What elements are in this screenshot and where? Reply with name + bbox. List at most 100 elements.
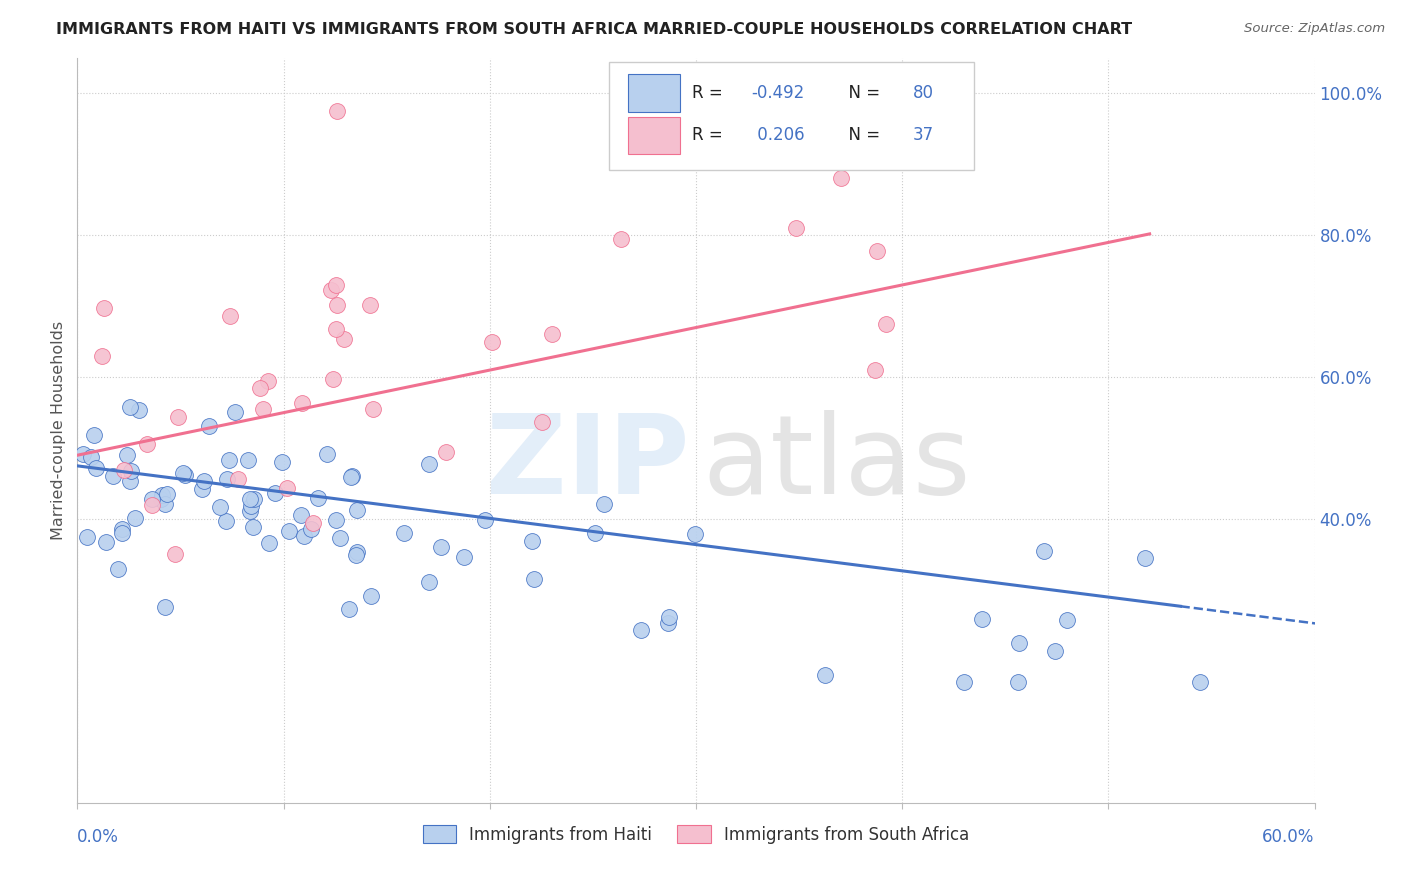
Point xyxy=(658,610,681,624)
Point xyxy=(90,349,112,363)
Point xyxy=(111,522,134,536)
Point xyxy=(530,415,553,429)
Point xyxy=(1033,544,1056,558)
Point xyxy=(346,545,368,559)
Point xyxy=(263,486,285,500)
Point xyxy=(302,516,325,530)
Point xyxy=(218,453,240,467)
Point xyxy=(430,540,453,554)
Text: 0.206: 0.206 xyxy=(752,127,804,145)
Point xyxy=(657,615,679,630)
Text: N =: N = xyxy=(838,84,886,102)
Point xyxy=(340,469,363,483)
Point xyxy=(329,532,352,546)
Point xyxy=(453,550,475,565)
Point xyxy=(128,403,150,417)
Point xyxy=(333,332,356,346)
Point xyxy=(193,475,215,489)
Point xyxy=(434,445,457,459)
Point xyxy=(165,547,187,561)
Legend: Immigrants from Haiti, Immigrants from South Africa: Immigrants from Haiti, Immigrants from S… xyxy=(416,819,976,850)
Point xyxy=(249,381,271,395)
Point xyxy=(523,572,546,586)
Point xyxy=(118,474,141,488)
Point xyxy=(72,447,94,461)
Point xyxy=(141,498,163,512)
Point xyxy=(120,465,142,479)
Point xyxy=(172,466,194,480)
Point xyxy=(93,301,115,316)
Point xyxy=(209,500,232,515)
Point xyxy=(291,395,314,409)
Point xyxy=(243,491,266,506)
Point xyxy=(322,372,344,386)
Point xyxy=(307,491,329,506)
FancyBboxPatch shape xyxy=(628,74,681,112)
Point xyxy=(276,481,298,495)
Point xyxy=(252,402,274,417)
Point xyxy=(115,448,138,462)
Point xyxy=(325,278,347,293)
Point xyxy=(897,86,920,100)
Text: 60.0%: 60.0% xyxy=(1263,828,1315,846)
Point xyxy=(124,510,146,524)
Point xyxy=(174,467,197,482)
Point xyxy=(785,221,807,235)
Point xyxy=(1007,675,1029,690)
Point xyxy=(346,503,368,517)
Point xyxy=(340,469,363,483)
Point xyxy=(80,450,103,464)
FancyBboxPatch shape xyxy=(609,62,974,169)
Point xyxy=(541,327,564,342)
Text: 0.0%: 0.0% xyxy=(77,828,120,846)
Point xyxy=(592,497,614,511)
Point xyxy=(683,526,706,541)
Point xyxy=(912,153,935,167)
Text: -0.492: -0.492 xyxy=(752,84,804,102)
Point xyxy=(239,503,262,517)
Point xyxy=(238,452,260,467)
Point xyxy=(141,492,163,507)
Point xyxy=(150,488,173,502)
Point xyxy=(610,232,633,246)
Point xyxy=(337,602,360,616)
Point xyxy=(239,492,262,507)
Point xyxy=(952,675,974,690)
Point xyxy=(76,530,98,544)
Point xyxy=(360,590,382,604)
Point xyxy=(316,447,339,461)
Point xyxy=(1189,675,1212,690)
Text: R =: R = xyxy=(692,127,728,145)
Point xyxy=(972,612,994,626)
Point xyxy=(630,623,652,637)
Point xyxy=(830,170,852,185)
Text: 37: 37 xyxy=(912,127,934,145)
Point xyxy=(167,410,190,425)
Text: 80: 80 xyxy=(912,84,934,102)
Point xyxy=(474,512,496,526)
Y-axis label: Married-couple Households: Married-couple Households xyxy=(51,321,66,540)
Text: R =: R = xyxy=(692,84,728,102)
Point xyxy=(156,487,179,501)
Point xyxy=(520,534,543,549)
Point xyxy=(939,146,962,161)
Point xyxy=(585,525,607,540)
Point xyxy=(257,535,280,549)
Point xyxy=(325,322,347,336)
Point xyxy=(242,520,264,534)
Point xyxy=(155,497,177,511)
Point xyxy=(326,298,349,312)
Point xyxy=(326,103,349,118)
Point xyxy=(191,482,214,496)
Point xyxy=(418,574,440,589)
Point xyxy=(198,419,221,434)
Point xyxy=(290,508,312,523)
Point xyxy=(107,562,129,576)
Text: Source: ZipAtlas.com: Source: ZipAtlas.com xyxy=(1244,22,1385,36)
Point xyxy=(292,529,315,543)
Text: atlas: atlas xyxy=(702,410,970,517)
Point xyxy=(94,535,117,549)
FancyBboxPatch shape xyxy=(628,117,681,154)
Point xyxy=(136,437,159,451)
Point xyxy=(344,548,367,562)
